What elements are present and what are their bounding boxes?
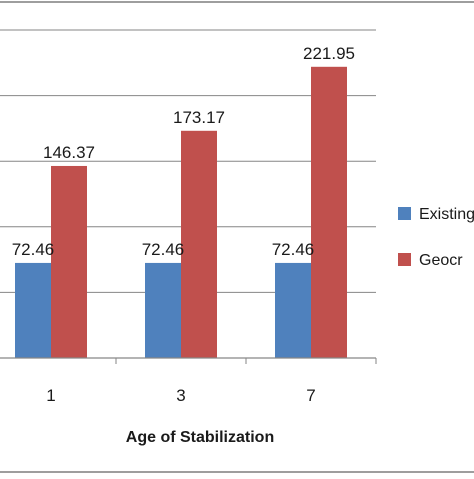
x-tick-label: 3 <box>176 386 185 405</box>
x-axis <box>0 357 377 364</box>
bar-existing-3 <box>145 262 181 358</box>
data-label: 173.17 <box>173 108 225 127</box>
legend-swatch-existing <box>398 207 411 220</box>
data-labels: 72.46 72.46 72.46 146.37 173.17 221.95 <box>12 44 355 259</box>
x-tick-labels: 1 3 7 <box>46 386 315 405</box>
bars <box>15 66 347 358</box>
bar-geocr-3 <box>181 130 217 358</box>
bar-existing-7 <box>275 262 311 358</box>
data-label: 72.46 <box>142 240 185 259</box>
data-label: 146.37 <box>43 143 95 162</box>
legend-item-existing: Existing <box>398 206 474 223</box>
legend-label-geocr: Geocr <box>419 252 463 269</box>
legend: Existing Geocr <box>398 206 474 269</box>
data-label: 221.95 <box>303 44 355 63</box>
bar-geocr-1 <box>51 165 87 358</box>
bar-existing-1 <box>15 262 51 358</box>
data-label: 72.46 <box>272 240 315 259</box>
bar-geocr-7 <box>311 66 347 358</box>
data-label: 72.46 <box>12 240 55 259</box>
x-tick-label: 1 <box>46 386 55 405</box>
legend-label-existing: Existing <box>419 206 474 223</box>
legend-swatch-geocr <box>398 253 411 266</box>
x-axis-title: Age of Stabilization <box>126 429 274 446</box>
x-tick-label: 7 <box>306 386 315 405</box>
legend-item-geocr: Geocr <box>398 252 463 269</box>
